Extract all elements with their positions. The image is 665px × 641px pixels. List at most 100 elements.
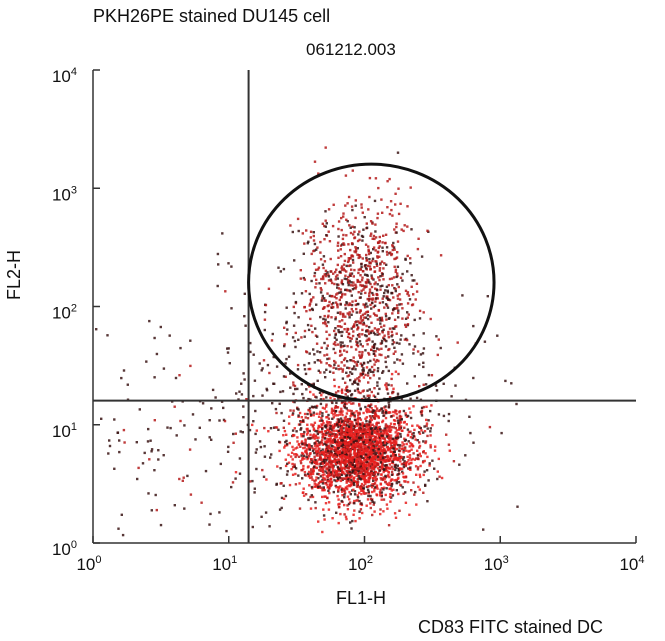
data-point	[366, 457, 369, 461]
data-point	[255, 429, 258, 432]
data-point	[363, 433, 367, 436]
data-point	[325, 368, 328, 371]
data-point	[385, 435, 389, 438]
data-point	[371, 411, 375, 414]
data-point	[363, 273, 367, 276]
data-point	[344, 293, 347, 296]
data-point	[341, 443, 344, 446]
data-point	[267, 287, 271, 290]
data-point	[352, 324, 356, 328]
data-point	[304, 493, 308, 496]
data-point	[363, 312, 367, 315]
data-point	[407, 450, 410, 453]
data-point	[327, 457, 331, 461]
data-point	[383, 438, 387, 441]
data-point	[392, 488, 395, 491]
data-point	[371, 456, 374, 459]
data-point	[419, 464, 422, 468]
data-point	[370, 469, 373, 472]
data-point	[403, 447, 406, 450]
data-point	[253, 491, 256, 494]
data-point	[379, 319, 382, 322]
data-point	[389, 434, 393, 437]
data-point	[374, 300, 377, 303]
data-point	[393, 265, 396, 268]
data-point	[372, 415, 376, 418]
data-point	[368, 440, 372, 443]
data-point	[375, 443, 378, 446]
data-point	[393, 361, 396, 364]
data-point	[396, 272, 399, 275]
data-point	[346, 345, 349, 348]
data-point	[359, 469, 362, 472]
data-point	[361, 239, 364, 242]
data-point	[361, 270, 365, 273]
data-point	[365, 339, 368, 343]
data-point	[354, 452, 357, 455]
data-point	[321, 276, 325, 279]
data-point	[335, 452, 339, 455]
data-point	[352, 261, 355, 264]
data-point	[331, 445, 334, 448]
data-point	[388, 475, 391, 479]
data-point	[308, 454, 311, 458]
data-point	[341, 451, 344, 455]
data-point	[337, 330, 340, 334]
data-point	[373, 333, 377, 336]
data-point	[362, 395, 366, 398]
data-point	[325, 324, 328, 328]
data-point	[423, 425, 426, 428]
data-point	[352, 513, 355, 516]
data-point	[452, 460, 456, 463]
data-point	[398, 446, 401, 449]
data-point	[321, 495, 324, 499]
data-point	[343, 420, 346, 424]
data-point	[442, 414, 446, 418]
data-point	[338, 476, 341, 479]
data-point	[365, 366, 369, 369]
data-point	[147, 427, 150, 431]
data-point	[293, 465, 296, 468]
data-point	[363, 478, 366, 481]
data-point	[318, 391, 322, 394]
data-point	[366, 317, 370, 321]
data-point	[372, 409, 375, 412]
data-point	[332, 342, 336, 346]
data-point	[292, 409, 295, 412]
data-point	[321, 452, 325, 455]
data-point	[382, 444, 385, 447]
data-point	[317, 436, 320, 439]
data-point	[340, 401, 344, 405]
data-point	[365, 478, 368, 482]
data-point	[350, 435, 354, 439]
data-point	[367, 245, 370, 248]
data-point	[316, 335, 319, 338]
data-point	[387, 284, 390, 287]
data-point	[433, 449, 437, 452]
data-point	[367, 468, 370, 471]
data-point	[380, 341, 384, 345]
data-point	[356, 303, 359, 306]
data-point	[370, 490, 374, 494]
data-point	[359, 268, 363, 271]
data-point	[339, 456, 342, 459]
data-point	[394, 436, 397, 440]
data-point	[331, 517, 334, 520]
data-point	[376, 297, 379, 300]
data-point	[367, 252, 371, 256]
data-point	[383, 324, 386, 327]
data-point	[323, 461, 326, 464]
data-point	[345, 445, 348, 449]
data-point	[378, 445, 381, 449]
data-point	[372, 460, 376, 464]
data-point	[382, 498, 386, 501]
data-point	[350, 475, 354, 478]
data-point	[401, 362, 405, 365]
data-point	[328, 300, 331, 304]
data-point	[382, 476, 385, 479]
data-point	[389, 443, 393, 446]
data-point	[145, 360, 148, 363]
data-point	[198, 426, 201, 429]
data-point	[407, 462, 411, 466]
data-point	[408, 454, 412, 457]
